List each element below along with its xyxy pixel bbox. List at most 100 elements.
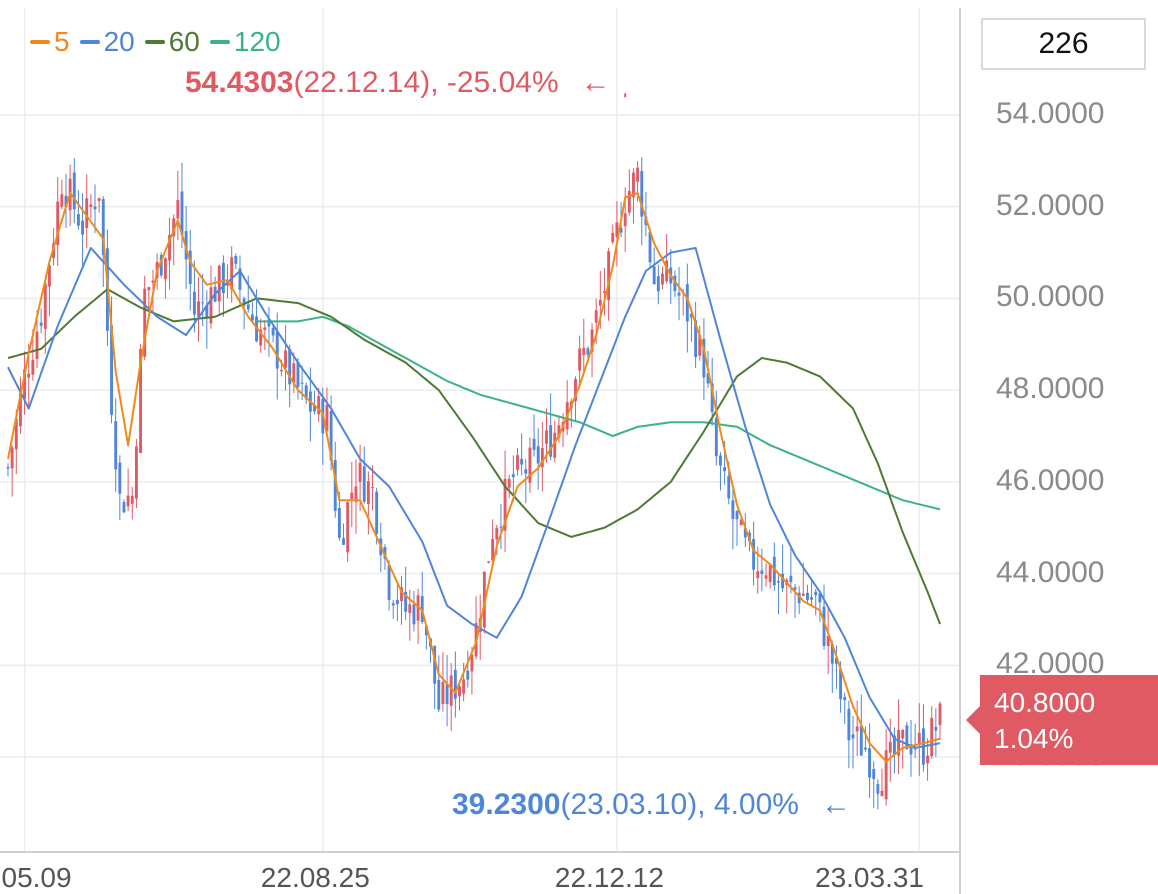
candle-body (880, 790, 884, 796)
candle-body (466, 670, 470, 680)
high-arrow-icon: ← (580, 66, 611, 99)
candle-body (574, 378, 577, 402)
candle-body (337, 507, 341, 538)
legend-item-ma20[interactable]: 20 (79, 26, 135, 58)
candle-body (159, 254, 163, 276)
candle-body (656, 276, 660, 292)
candle-body (938, 703, 942, 726)
candle-body (346, 502, 350, 553)
candle-body (76, 214, 80, 226)
candle-body (768, 565, 772, 582)
candles (6, 157, 942, 810)
legend-swatch (30, 40, 50, 44)
candle-body (905, 725, 909, 750)
candle-body (43, 283, 47, 329)
candle-body (847, 708, 851, 741)
candle-body (661, 273, 664, 285)
ma20-line (7, 247, 941, 749)
candle-body (18, 392, 22, 427)
candle-body (350, 492, 354, 500)
candle-body (416, 595, 420, 621)
candle-body (10, 447, 14, 469)
candle-body (72, 172, 76, 210)
candle-body (801, 593, 805, 596)
candle-body (665, 260, 669, 282)
candle-body (603, 291, 606, 294)
candle-body (246, 304, 250, 310)
candle-body (333, 460, 337, 511)
legend-item-ma120[interactable]: 120 (209, 26, 281, 58)
high-annotation: 54.4303(22.12.14), -25.04% ← (185, 66, 611, 100)
candle-body (284, 350, 287, 368)
candle-body (756, 571, 760, 578)
candle-body (449, 675, 453, 706)
candle-body (901, 729, 905, 739)
candle-body (499, 526, 503, 528)
candle-body (64, 195, 68, 208)
candle-body (673, 275, 677, 292)
high-value: 54.4303 (185, 66, 294, 99)
candle-body (884, 750, 888, 800)
candle-body (110, 325, 113, 415)
ma5-line (7, 192, 941, 763)
candle-body (677, 292, 681, 296)
candle-body (97, 197, 101, 201)
candle-body (594, 310, 598, 323)
candle-body (516, 455, 519, 470)
legend-item-ma60[interactable]: 60 (144, 26, 200, 58)
candle-body (806, 592, 809, 600)
candle-count-box[interactable]: 226 (981, 18, 1146, 70)
candle-body (598, 299, 602, 306)
candle-body (441, 681, 445, 705)
candle-body (93, 206, 97, 210)
candle-body (926, 755, 930, 764)
candle-body (814, 591, 818, 596)
candle-body (909, 744, 913, 755)
candle-body (690, 313, 693, 318)
candle-body (234, 256, 238, 264)
candle-body (259, 329, 263, 346)
candle-body (863, 747, 867, 750)
candle-body (818, 593, 822, 603)
candle-body (810, 597, 814, 600)
candle-body (221, 262, 225, 294)
candle-body (404, 591, 408, 612)
legend-label: 60 (168, 26, 200, 57)
x-tick-label: 22.08.25 (260, 862, 370, 893)
moving-averages (7, 93, 941, 795)
low-annotation: 39.2300(23.03.10), 4.00% ← (452, 788, 851, 822)
candle-body (636, 167, 640, 182)
candle-body (60, 194, 64, 207)
legend-item-ma5[interactable]: 5 (30, 26, 70, 58)
current-price-tag: 40.8000 1.04% (980, 675, 1158, 765)
candle-body (520, 458, 524, 465)
candle-body (582, 347, 586, 356)
y-tick-label: 54.0000 (996, 97, 1105, 130)
candle-body (275, 331, 279, 369)
candle-body (859, 726, 863, 756)
y-tick-label: 50.0000 (996, 280, 1105, 314)
candle-body (855, 726, 859, 732)
candle-body (627, 191, 631, 213)
candle-body (300, 382, 304, 384)
candle-body (727, 475, 731, 499)
candle-body (930, 717, 934, 757)
candle-body (702, 338, 706, 378)
candle-body (122, 502, 126, 513)
candle-body (470, 654, 474, 672)
candle-body (536, 446, 540, 464)
candle-body (752, 539, 756, 570)
candle-body (168, 234, 171, 261)
candle-body (934, 726, 938, 731)
candle-body (578, 348, 582, 371)
candle-body (648, 232, 652, 263)
candle-body (304, 385, 308, 400)
candle-body (263, 327, 267, 331)
y-tick-label: 52.0000 (996, 188, 1105, 222)
candle-body (876, 784, 880, 794)
candle-body (56, 201, 60, 245)
candle-body (719, 455, 722, 466)
candle-body (271, 328, 275, 336)
candle-body (615, 222, 619, 237)
legend-swatch (144, 40, 165, 44)
